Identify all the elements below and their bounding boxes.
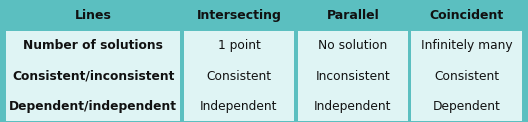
Bar — [411, 61, 522, 91]
Bar — [298, 1, 408, 31]
Bar — [184, 61, 295, 91]
Bar — [184, 31, 295, 61]
Bar — [298, 91, 408, 121]
Text: Dependent/independent: Dependent/independent — [9, 100, 177, 112]
Text: Independent: Independent — [200, 100, 278, 112]
Bar — [6, 61, 181, 91]
Text: Lines: Lines — [74, 10, 111, 22]
Bar — [411, 1, 522, 31]
Text: Inconsistent: Inconsistent — [316, 70, 390, 82]
Text: Infinitely many: Infinitely many — [421, 40, 513, 52]
Text: Intersecting: Intersecting — [196, 10, 281, 22]
Text: Consistent: Consistent — [206, 70, 271, 82]
Bar — [411, 31, 522, 61]
Bar — [6, 91, 181, 121]
Text: Consistent/inconsistent: Consistent/inconsistent — [12, 70, 174, 82]
Bar — [6, 31, 181, 61]
Text: Number of solutions: Number of solutions — [23, 40, 163, 52]
Bar — [184, 1, 295, 31]
Text: Parallel: Parallel — [326, 10, 379, 22]
Bar — [298, 61, 408, 91]
Text: Coincident: Coincident — [430, 10, 504, 22]
Bar — [298, 31, 408, 61]
Bar — [6, 1, 181, 31]
Text: No solution: No solution — [318, 40, 388, 52]
Bar — [411, 91, 522, 121]
Bar — [184, 91, 295, 121]
Text: 1 point: 1 point — [218, 40, 260, 52]
Text: Consistent: Consistent — [434, 70, 499, 82]
Text: Independent: Independent — [314, 100, 392, 112]
Text: Dependent: Dependent — [433, 100, 501, 112]
